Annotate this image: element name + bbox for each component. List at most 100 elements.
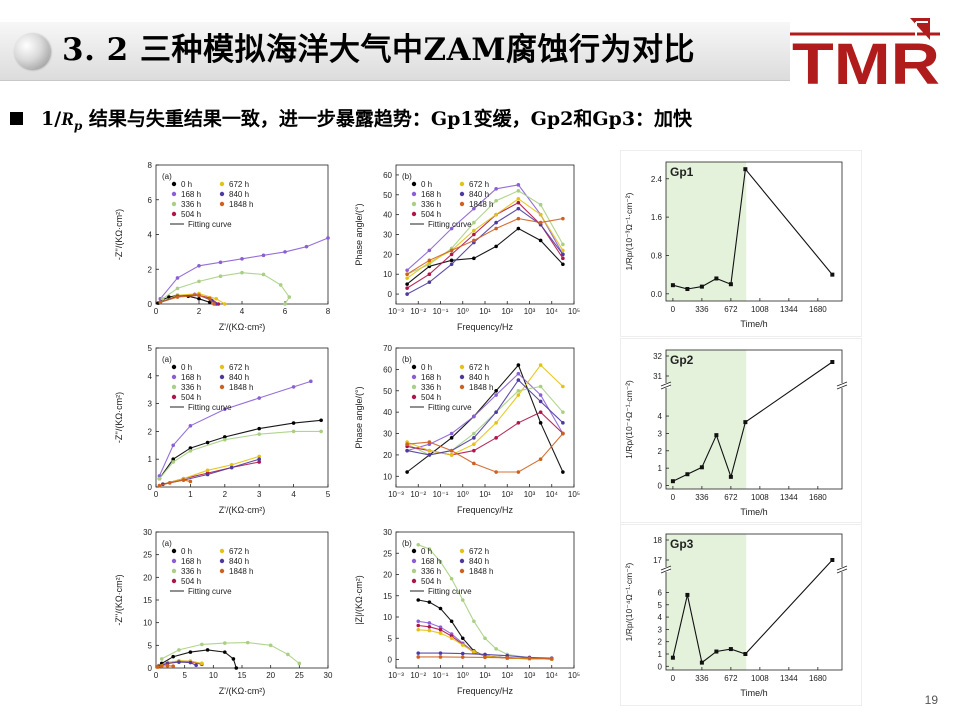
x-tick-label: 10⁵ bbox=[568, 307, 580, 316]
data-point bbox=[538, 410, 543, 414]
data-point bbox=[494, 470, 498, 474]
data-point bbox=[427, 258, 432, 263]
data-point bbox=[405, 470, 409, 474]
y-tick-label: 15 bbox=[383, 592, 392, 601]
y-tick-label: 30 bbox=[383, 528, 392, 537]
rp-gp2-frame bbox=[620, 338, 862, 525]
plot-frame bbox=[155, 347, 329, 488]
y-tick-label: 1 bbox=[148, 455, 153, 464]
fit-curve-168h bbox=[159, 237, 329, 300]
legend-marker bbox=[411, 384, 417, 390]
y-axis-label: -Z''/(KΩ·cm²) bbox=[114, 209, 124, 260]
data-point bbox=[405, 286, 409, 290]
x-tick-label: 10⁵ bbox=[568, 671, 580, 680]
data-point bbox=[460, 598, 465, 602]
data-point bbox=[171, 460, 175, 464]
data-point bbox=[472, 256, 476, 261]
data-point bbox=[405, 448, 409, 453]
data-point bbox=[449, 262, 454, 267]
data-point bbox=[157, 483, 162, 488]
fit-curve-0h bbox=[406, 364, 564, 473]
legend-marker bbox=[171, 211, 177, 217]
legend-label: 672 h bbox=[229, 363, 249, 372]
data-point bbox=[438, 655, 443, 659]
data-point bbox=[188, 650, 193, 654]
fit-curve-1848h bbox=[159, 479, 191, 487]
data-point bbox=[538, 384, 543, 389]
legend-label: 0 h bbox=[181, 547, 192, 556]
axis-break-mark bbox=[660, 568, 672, 574]
data-point bbox=[438, 606, 443, 611]
data-point bbox=[194, 663, 198, 668]
y-tick-label: 25 bbox=[383, 549, 392, 558]
legend-label: 1848 h bbox=[229, 200, 253, 209]
x-tick-label: 0 bbox=[671, 305, 676, 314]
y-tick-label: 6 bbox=[658, 588, 663, 597]
highlight-region bbox=[666, 350, 747, 489]
x-tick-label: 10⁴ bbox=[546, 671, 559, 680]
rp-gp3-frame bbox=[620, 522, 862, 706]
data-point bbox=[449, 226, 454, 231]
data-point bbox=[516, 206, 521, 211]
x-axis-label: Time/h bbox=[740, 507, 767, 517]
legend-marker bbox=[411, 374, 417, 380]
data-point bbox=[427, 440, 432, 444]
data-point bbox=[405, 268, 409, 273]
data-point bbox=[218, 274, 223, 278]
y-tick-label: 30 bbox=[383, 430, 392, 439]
data-point bbox=[257, 396, 261, 400]
legend-label: 1848 h bbox=[229, 567, 253, 576]
legend-marker bbox=[171, 558, 177, 564]
data-point bbox=[416, 619, 421, 624]
data-point bbox=[561, 431, 565, 436]
legend-marker bbox=[411, 211, 417, 217]
plot-frame bbox=[665, 349, 843, 490]
legend-label: Fitting curve bbox=[428, 220, 472, 229]
x-tick-label: 1680 bbox=[809, 493, 827, 502]
data-point bbox=[438, 651, 443, 655]
rp-point bbox=[670, 283, 675, 288]
fit-curve-672h bbox=[406, 364, 564, 456]
legend-marker bbox=[411, 568, 417, 574]
data-point bbox=[527, 656, 532, 661]
x-tick-label: 672 bbox=[724, 305, 738, 314]
data-point bbox=[472, 461, 476, 466]
data-point bbox=[286, 652, 290, 657]
y-tick-label: 5 bbox=[388, 634, 393, 643]
data-point bbox=[416, 655, 421, 659]
legend-marker bbox=[219, 568, 225, 574]
data-point bbox=[261, 272, 266, 277]
data-point bbox=[561, 384, 565, 389]
x-tick-label: 10⁴ bbox=[546, 307, 559, 316]
y-tick-label: 1 bbox=[658, 464, 663, 473]
fit-curve-840h bbox=[406, 379, 564, 456]
data-point bbox=[561, 262, 565, 267]
data-point bbox=[472, 238, 476, 243]
data-point bbox=[494, 220, 498, 225]
data-point bbox=[159, 657, 164, 661]
title-bullet-icon bbox=[14, 33, 50, 69]
data-point bbox=[257, 426, 261, 431]
legend-marker bbox=[411, 201, 417, 207]
data-point bbox=[516, 226, 521, 231]
y-axis-label: -Z''/(KΩ·cm²) bbox=[114, 574, 124, 625]
y-tick-label: 20 bbox=[143, 573, 152, 582]
data-point bbox=[283, 302, 287, 306]
x-tick-label: 1680 bbox=[809, 674, 827, 683]
data-point bbox=[472, 431, 476, 436]
legend-label: 840 h bbox=[229, 557, 249, 566]
data-point bbox=[257, 457, 261, 461]
data-point bbox=[171, 457, 175, 461]
legend-marker bbox=[219, 191, 225, 197]
legend-label: 168 h bbox=[421, 557, 441, 566]
rp-point bbox=[743, 652, 748, 656]
data-point bbox=[516, 393, 521, 397]
y-tick-label: 17 bbox=[653, 556, 662, 565]
y-tick-label: 0 bbox=[388, 290, 393, 299]
data-point bbox=[449, 636, 454, 641]
data-point bbox=[472, 232, 476, 237]
data-point bbox=[561, 256, 565, 261]
x-tick-label: 10¹ bbox=[479, 307, 491, 316]
panel-label: (b) bbox=[402, 172, 412, 181]
y-tick-label: 70 bbox=[383, 344, 392, 353]
